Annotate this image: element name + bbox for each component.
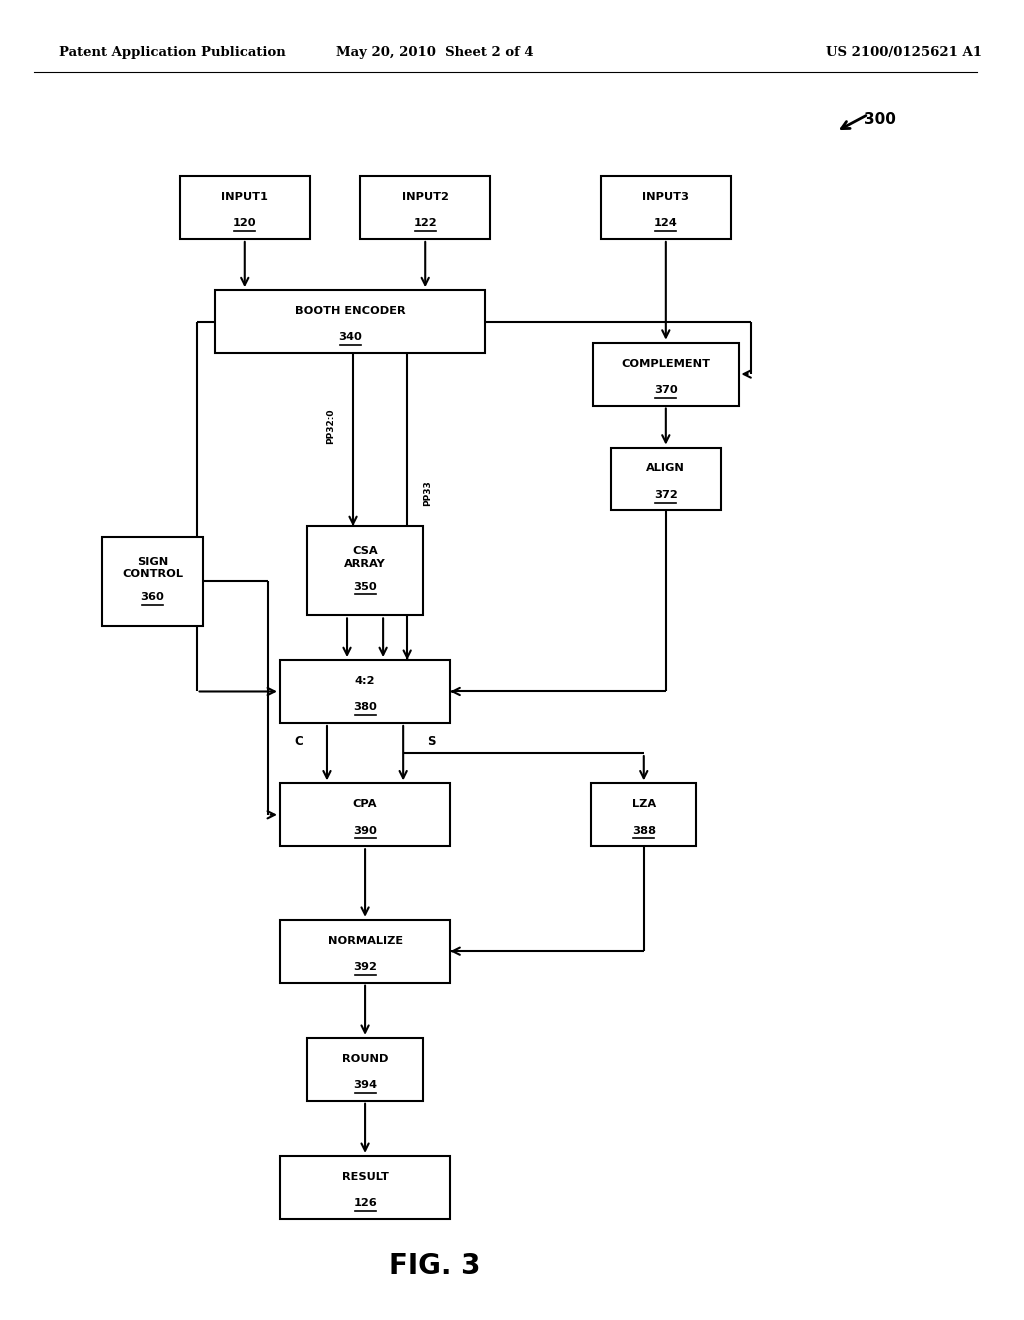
Text: INPUT1: INPUT1 — [221, 191, 268, 202]
Text: RESULT: RESULT — [342, 1172, 388, 1181]
Text: May 20, 2010  Sheet 2 of 4: May 20, 2010 Sheet 2 of 4 — [337, 46, 535, 59]
Text: 124: 124 — [654, 218, 678, 228]
Bar — [280, 1156, 451, 1218]
Text: 340: 340 — [338, 333, 361, 342]
Bar — [280, 920, 451, 982]
Bar — [591, 783, 696, 846]
Text: LZA: LZA — [632, 800, 655, 809]
Text: 380: 380 — [353, 702, 377, 713]
Text: 392: 392 — [353, 962, 377, 972]
Text: INPUT2: INPUT2 — [401, 191, 449, 202]
Bar — [360, 176, 490, 239]
Text: 120: 120 — [232, 218, 257, 228]
Bar — [280, 660, 451, 723]
Text: COMPLEMENT: COMPLEMENT — [622, 359, 711, 368]
Bar — [601, 176, 731, 239]
Text: Patent Application Publication: Patent Application Publication — [59, 46, 286, 59]
Text: NORMALIZE: NORMALIZE — [328, 936, 402, 945]
Text: US 2100/0125621 A1: US 2100/0125621 A1 — [826, 46, 982, 59]
Text: BOOTH ENCODER: BOOTH ENCODER — [295, 306, 406, 315]
Text: 350: 350 — [353, 582, 377, 591]
Text: PP32:0: PP32:0 — [327, 409, 336, 445]
Text: PP33: PP33 — [423, 480, 432, 507]
Text: FIG. 3: FIG. 3 — [389, 1251, 481, 1280]
Bar — [179, 176, 310, 239]
Text: 360: 360 — [140, 593, 165, 602]
Bar — [610, 447, 721, 511]
Text: 370: 370 — [654, 385, 678, 395]
Text: 372: 372 — [654, 490, 678, 500]
Text: 122: 122 — [414, 218, 437, 228]
Text: ALIGN: ALIGN — [646, 463, 685, 474]
Text: S: S — [427, 735, 435, 748]
Text: C: C — [295, 735, 303, 748]
Text: CSA
ARRAY: CSA ARRAY — [344, 546, 386, 569]
Text: 394: 394 — [353, 1080, 377, 1090]
Text: 300: 300 — [864, 112, 896, 127]
Bar — [593, 343, 738, 405]
Text: INPUT3: INPUT3 — [642, 191, 689, 202]
Text: 4:2: 4:2 — [355, 676, 376, 686]
Bar — [280, 783, 451, 846]
Bar — [307, 527, 423, 615]
Bar — [102, 537, 203, 626]
Text: SIGN
CONTROL: SIGN CONTROL — [122, 557, 183, 579]
Text: 390: 390 — [353, 825, 377, 836]
Bar — [307, 1038, 423, 1101]
Bar — [215, 290, 485, 352]
Text: 388: 388 — [632, 825, 655, 836]
Text: 126: 126 — [353, 1199, 377, 1208]
Text: ROUND: ROUND — [342, 1053, 388, 1064]
Text: CPA: CPA — [353, 800, 377, 809]
